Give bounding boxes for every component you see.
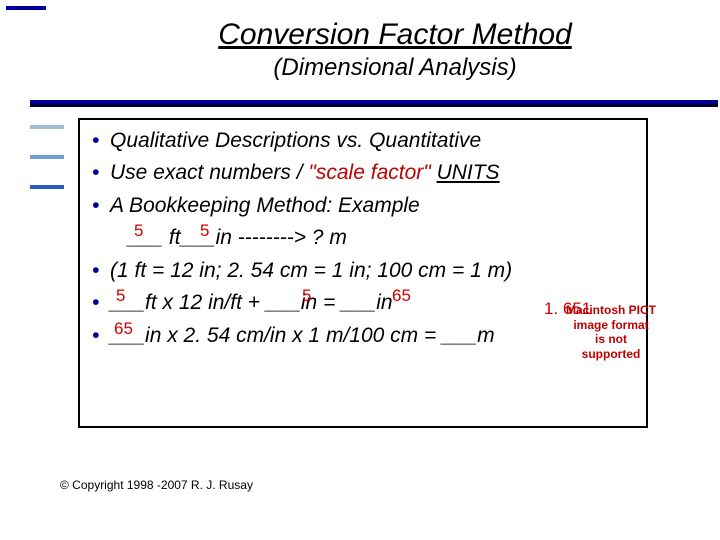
- slide-subtitle: (Dimensional Analysis): [130, 54, 660, 82]
- rail-bar-3: [30, 185, 64, 189]
- accent-line: [30, 100, 718, 107]
- bullet-icon: •: [92, 288, 110, 318]
- annotation-5a: 5: [116, 284, 125, 309]
- bullet-list: •Qualitative Descriptions vs. Quantitati…: [92, 126, 634, 353]
- bullet-2-pre: Use exact numbers /: [110, 161, 303, 184]
- title-block: Conversion Factor Method (Dimensional An…: [130, 18, 660, 82]
- annotation-5b: 5: [302, 284, 311, 309]
- annotation-in-5: 5: [200, 219, 209, 244]
- bullet-2-units: UNITS: [437, 161, 500, 184]
- slide: Conversion Factor Method (Dimensional An…: [0, 0, 720, 540]
- corner-accent: [6, 6, 46, 10]
- bullet-icon: •: [92, 256, 110, 286]
- bullet-icon: •: [92, 321, 110, 351]
- bullet-3-text: A Bookkeeping Method: Example: [110, 194, 420, 217]
- annotation-ft-5: 5: [134, 219, 143, 244]
- rail-bar-2: [30, 155, 64, 159]
- bullet-5-text: ___ft x 12 in/ft + ___in = ___in: [110, 291, 393, 314]
- copyright: © Copyright 1998 -2007 R. J. Rusay: [60, 478, 253, 492]
- slide-title: Conversion Factor Method: [130, 18, 660, 52]
- bullet-3-sub-text: ___ ft___in --------> ? m: [128, 226, 347, 249]
- annotation-65b: 65: [114, 317, 133, 342]
- rail-bar-1: [30, 125, 64, 129]
- bullet-1: •Qualitative Descriptions vs. Quantitati…: [92, 126, 634, 156]
- bullet-icon: •: [92, 126, 110, 156]
- bullet-3: •A Bookkeeping Method: Example: [92, 191, 634, 221]
- bullet-6-text: ___in x 2. 54 cm/in x 1 m/100 cm = ___m: [110, 324, 495, 347]
- bullet-2: •Use exact numbers / "scale factor" UNIT…: [92, 158, 634, 188]
- pict-line3: is not supported: [566, 332, 656, 361]
- bullet-6: •___in x 2. 54 cm/in x 1 m/100 cm = ___m…: [92, 321, 634, 351]
- annotation-1651: 1. 651: [544, 297, 591, 322]
- bullet-4-text: (1 ft = 12 in; 2. 54 cm = 1 in; 100 cm =…: [110, 259, 512, 282]
- bullet-2-scale: "scale factor": [303, 161, 437, 184]
- bullet-3-sub: ___ ft___in --------> ? m 5 5: [92, 223, 634, 253]
- bullet-icon: •: [92, 191, 110, 221]
- bullet-1-text: Qualitative Descriptions vs. Quantitativ…: [110, 129, 481, 152]
- bullet-4: •(1 ft = 12 in; 2. 54 cm = 1 in; 100 cm …: [92, 256, 634, 286]
- content-box: •Qualitative Descriptions vs. Quantitati…: [78, 118, 648, 428]
- annotation-65a: 65: [392, 284, 411, 309]
- left-rail: [30, 125, 64, 209]
- bullet-icon: •: [92, 158, 110, 188]
